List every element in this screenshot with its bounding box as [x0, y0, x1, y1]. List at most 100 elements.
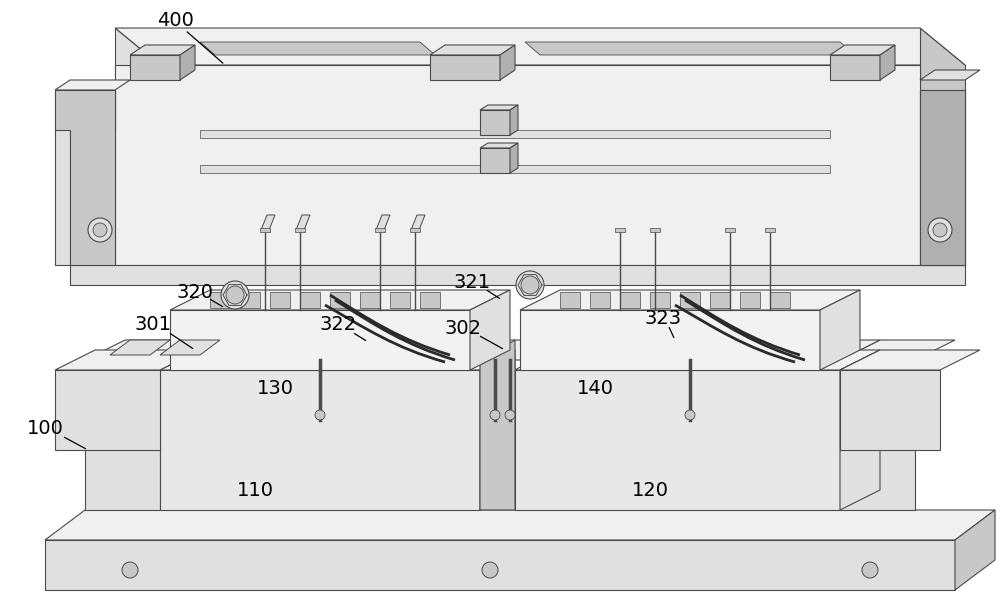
Polygon shape	[55, 350, 200, 370]
Polygon shape	[680, 292, 700, 308]
Polygon shape	[115, 28, 160, 265]
Text: 321: 321	[453, 274, 491, 292]
Polygon shape	[770, 292, 790, 308]
Polygon shape	[170, 290, 510, 310]
Circle shape	[685, 410, 695, 420]
Polygon shape	[510, 143, 518, 173]
Circle shape	[315, 410, 325, 420]
Polygon shape	[430, 55, 500, 80]
Polygon shape	[920, 70, 980, 80]
Polygon shape	[480, 340, 515, 510]
Text: 320: 320	[176, 283, 214, 302]
Polygon shape	[650, 292, 670, 308]
Polygon shape	[260, 228, 270, 232]
Polygon shape	[920, 28, 965, 265]
Polygon shape	[300, 292, 320, 308]
Circle shape	[482, 562, 498, 578]
Polygon shape	[840, 360, 915, 510]
Polygon shape	[840, 350, 980, 370]
Polygon shape	[880, 45, 895, 80]
Polygon shape	[160, 350, 515, 370]
Polygon shape	[200, 165, 830, 173]
Text: 130: 130	[256, 379, 294, 398]
Circle shape	[505, 410, 515, 420]
Text: 302: 302	[444, 319, 482, 337]
Circle shape	[933, 223, 947, 237]
Polygon shape	[430, 45, 515, 55]
Text: 301: 301	[134, 316, 172, 334]
Polygon shape	[240, 292, 260, 308]
Polygon shape	[830, 55, 880, 80]
Polygon shape	[330, 292, 350, 308]
Polygon shape	[115, 65, 920, 265]
Circle shape	[226, 286, 244, 304]
Polygon shape	[480, 105, 518, 110]
Polygon shape	[45, 540, 955, 590]
Polygon shape	[650, 228, 660, 232]
Polygon shape	[180, 45, 195, 80]
Polygon shape	[820, 290, 860, 370]
Polygon shape	[210, 292, 230, 308]
Polygon shape	[480, 350, 515, 510]
Polygon shape	[261, 215, 275, 230]
Polygon shape	[920, 90, 965, 265]
Circle shape	[122, 562, 138, 578]
Polygon shape	[55, 80, 130, 90]
Polygon shape	[85, 360, 160, 510]
Polygon shape	[375, 228, 385, 232]
Polygon shape	[411, 215, 425, 230]
Polygon shape	[520, 290, 860, 310]
Polygon shape	[470, 290, 510, 370]
Polygon shape	[296, 215, 310, 230]
Polygon shape	[830, 45, 895, 55]
Polygon shape	[130, 55, 180, 80]
Polygon shape	[200, 42, 435, 55]
Polygon shape	[160, 370, 480, 510]
Text: 322: 322	[319, 316, 357, 334]
Circle shape	[490, 410, 500, 420]
Polygon shape	[200, 130, 830, 138]
Polygon shape	[55, 90, 115, 265]
Polygon shape	[55, 90, 115, 265]
Polygon shape	[295, 228, 305, 232]
Text: 110: 110	[237, 480, 274, 500]
Polygon shape	[110, 340, 170, 355]
Polygon shape	[500, 45, 515, 80]
Circle shape	[221, 281, 249, 309]
Polygon shape	[130, 45, 195, 55]
Polygon shape	[765, 228, 775, 232]
Polygon shape	[840, 370, 940, 450]
Polygon shape	[45, 510, 995, 540]
Polygon shape	[515, 370, 840, 510]
Circle shape	[928, 218, 952, 242]
Circle shape	[516, 271, 544, 299]
Polygon shape	[480, 148, 510, 173]
Polygon shape	[725, 228, 735, 232]
Polygon shape	[55, 370, 160, 450]
Circle shape	[862, 562, 878, 578]
Polygon shape	[160, 340, 220, 355]
Polygon shape	[160, 340, 880, 360]
Polygon shape	[85, 340, 200, 360]
Polygon shape	[376, 215, 390, 230]
Polygon shape	[525, 42, 855, 55]
Polygon shape	[170, 310, 470, 370]
Polygon shape	[740, 292, 760, 308]
Text: 140: 140	[576, 379, 614, 398]
Polygon shape	[420, 292, 440, 308]
Polygon shape	[840, 340, 955, 360]
Text: 120: 120	[632, 480, 668, 500]
Polygon shape	[70, 265, 965, 285]
Circle shape	[521, 276, 539, 294]
Polygon shape	[515, 350, 880, 370]
Polygon shape	[410, 228, 420, 232]
Polygon shape	[590, 292, 610, 308]
Polygon shape	[955, 510, 995, 590]
Polygon shape	[480, 143, 518, 148]
Text: 100: 100	[27, 418, 63, 438]
Polygon shape	[520, 310, 820, 370]
Text: 400: 400	[157, 10, 193, 30]
Polygon shape	[115, 28, 965, 65]
Polygon shape	[620, 292, 640, 308]
Polygon shape	[560, 292, 580, 308]
